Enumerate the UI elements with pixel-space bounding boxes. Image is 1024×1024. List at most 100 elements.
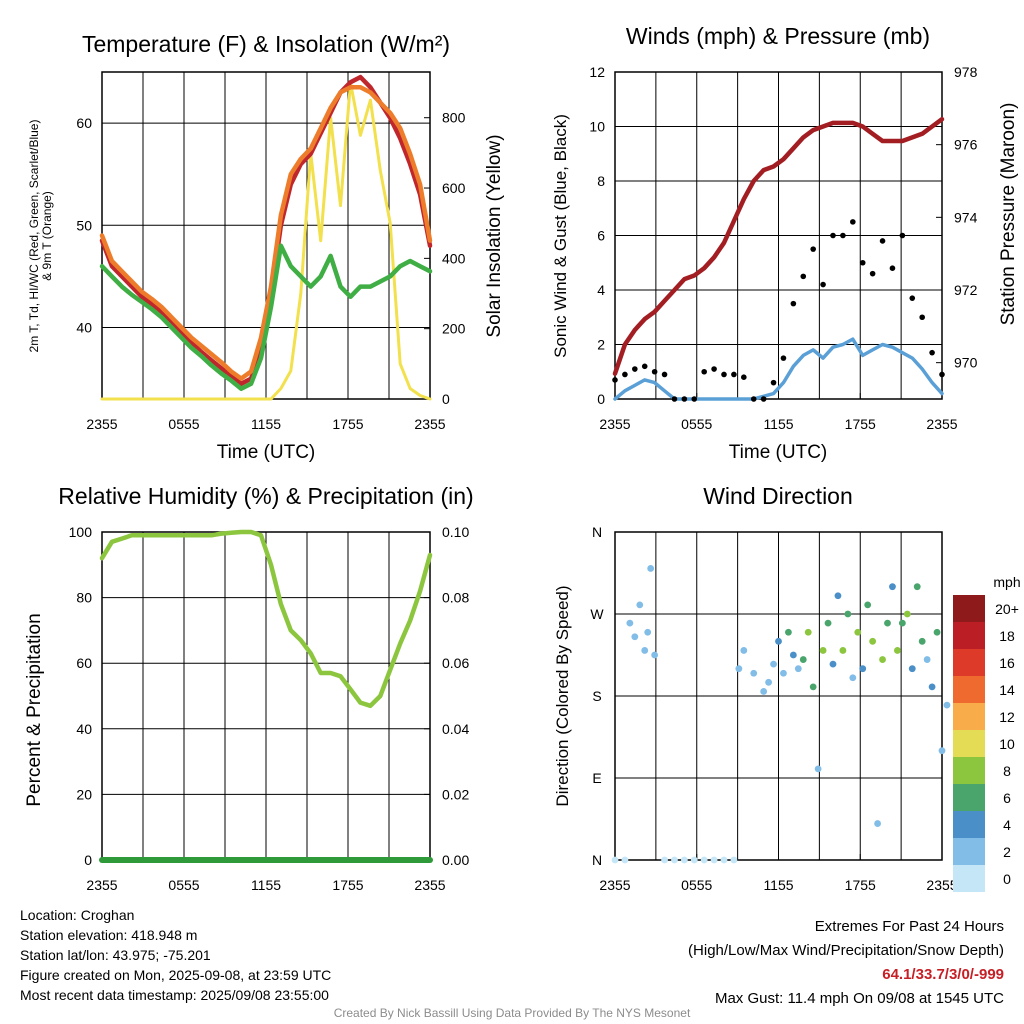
x-tick-label: 1155 xyxy=(763,416,793,432)
x-tick-label: 1155 xyxy=(251,416,281,432)
extremes-values: 64.1/33.7/3/0/-999 xyxy=(882,966,1004,983)
wind-direction-point xyxy=(641,647,649,654)
colorbar-label: 10 xyxy=(999,736,1015,752)
gust-point xyxy=(800,273,807,280)
x-tick-label: 0555 xyxy=(681,416,712,432)
x-tick-label: 2355 xyxy=(86,416,117,432)
colorbar-label: 4 xyxy=(1003,817,1011,833)
colorbar-swatch xyxy=(953,649,985,676)
wind-direction-point xyxy=(889,583,896,591)
wind-direction-point xyxy=(740,647,748,654)
colorbar-swatch xyxy=(953,784,985,811)
wind-direction-point xyxy=(794,665,802,673)
y-tick-label: N xyxy=(592,524,602,540)
panel-title: Wind Direction xyxy=(703,483,853,509)
y2-tick-label: 0.08 xyxy=(442,590,469,606)
y2-tick-label: 972 xyxy=(954,282,978,298)
extremes-title: Extremes For Past 24 Hours xyxy=(814,918,1004,935)
gust-point xyxy=(641,363,648,370)
wind-direction-point xyxy=(918,637,926,645)
x-tick-label: 0555 xyxy=(681,877,712,893)
y2-tick-label: 400 xyxy=(442,250,466,266)
colorbar-swatch xyxy=(953,622,985,649)
gust-point xyxy=(661,371,668,378)
colorbar-unit: mph xyxy=(993,574,1020,590)
y2-axis-label: Station Pressure (Maroon) xyxy=(998,103,1019,326)
extremes-box: Extremes For Past 24 Hours (High/Low/Max… xyxy=(688,915,1004,1011)
wind-direction-point xyxy=(651,651,659,659)
wind-direction-point xyxy=(913,583,921,591)
y2-tick-label: 0.02 xyxy=(442,786,469,802)
created-text: Figure created on Mon, 2025-09-08, at 23… xyxy=(20,967,332,983)
colorbar-swatch xyxy=(953,703,985,730)
x-tick-label: 2355 xyxy=(926,416,957,432)
x-tick-label: 1755 xyxy=(332,416,363,432)
colorbar-swatch xyxy=(953,730,985,757)
wind-direction-point xyxy=(829,660,837,668)
y-tick-label: W xyxy=(590,606,604,622)
gust-point xyxy=(859,259,866,266)
location-text: Location: Croghan xyxy=(20,907,135,923)
panel-title: Winds (mph) & Pressure (mb) xyxy=(626,23,930,49)
y2-tick-label: 978 xyxy=(954,64,978,80)
series-line-insolation xyxy=(100,81,432,401)
y-tick-label: 60 xyxy=(76,655,92,671)
gust-point xyxy=(721,371,727,378)
series-line-relative-humidity xyxy=(99,529,433,709)
y-tick-label: N xyxy=(592,852,602,868)
credit-text: Created By Nick Bassill Using Data Provi… xyxy=(333,1006,691,1020)
wind-direction-point xyxy=(844,610,852,618)
wind-direction-point xyxy=(839,647,847,654)
gust-point xyxy=(889,265,896,272)
station-info: Location: Croghan Station elevation: 418… xyxy=(20,905,331,1005)
y2-tick-label: 970 xyxy=(954,355,978,371)
y-tick-label: 60 xyxy=(76,115,92,131)
y2-axis-label: Solar Insolation (Yellow) xyxy=(484,134,505,337)
wind-direction-point xyxy=(700,856,708,864)
y2-tick-label: 0.00 xyxy=(442,852,469,868)
panel-3: 2355 0555 1155 1755 2355 Relative Humidity (%… xyxy=(24,483,474,893)
y-tick-label: 50 xyxy=(76,217,92,233)
colorbar-label: 14 xyxy=(999,682,1015,698)
wind-direction-point xyxy=(804,628,812,636)
wind-direction-point xyxy=(854,628,862,636)
colorbar-swatch xyxy=(953,865,985,892)
wind-direction-point xyxy=(760,688,768,695)
wind-direction-point xyxy=(785,628,792,636)
wind-direction-point xyxy=(864,601,872,609)
wind-direction-point xyxy=(819,647,827,654)
y2-tick-label: 0 xyxy=(442,391,450,407)
series-line-9m-t xyxy=(99,85,433,381)
gust-point xyxy=(731,371,737,378)
y-tick-label: 0 xyxy=(597,391,605,407)
x-axis-label: Time (UTC) xyxy=(729,442,828,463)
y2-tick-label: 974 xyxy=(954,209,978,225)
wind-direction-point xyxy=(680,856,688,864)
x-tick-label: 1755 xyxy=(845,877,876,893)
wind-direction-point xyxy=(903,610,911,618)
y-tick-label: 0 xyxy=(84,852,92,868)
gust-point xyxy=(741,374,747,381)
gust-point xyxy=(820,281,826,288)
extremes-subtitle: (High/Low/Max Wind/Precipitation/Snow De… xyxy=(688,942,1004,959)
x-tick-label: 2355 xyxy=(926,877,957,893)
colorbar-label: 20+ xyxy=(995,601,1019,617)
x-axis-label: Time (UTC) xyxy=(217,442,316,463)
wind-direction-point xyxy=(879,656,886,663)
y-axis-label-2: & 9m T (Orange) xyxy=(40,191,54,281)
wind-direction-point xyxy=(898,619,906,627)
wind-direction-point xyxy=(690,856,698,864)
y-tick-label: 20 xyxy=(76,786,92,802)
x-tick-label: 0555 xyxy=(168,877,199,893)
wind-direction-point xyxy=(874,820,881,827)
colorbar-swatch xyxy=(953,811,985,838)
wind-direction-point xyxy=(869,637,877,645)
y2-tick-label: 800 xyxy=(442,110,466,126)
colorbar-label: 8 xyxy=(1003,763,1011,779)
gust-point xyxy=(711,366,717,372)
gust-point xyxy=(760,396,767,402)
y-tick-label: 100 xyxy=(69,524,93,540)
x-tick-label: 1155 xyxy=(251,877,281,893)
colorbar: 0 2 4 6 8 10 12 14 16 18 20+ mph xyxy=(953,574,1021,892)
